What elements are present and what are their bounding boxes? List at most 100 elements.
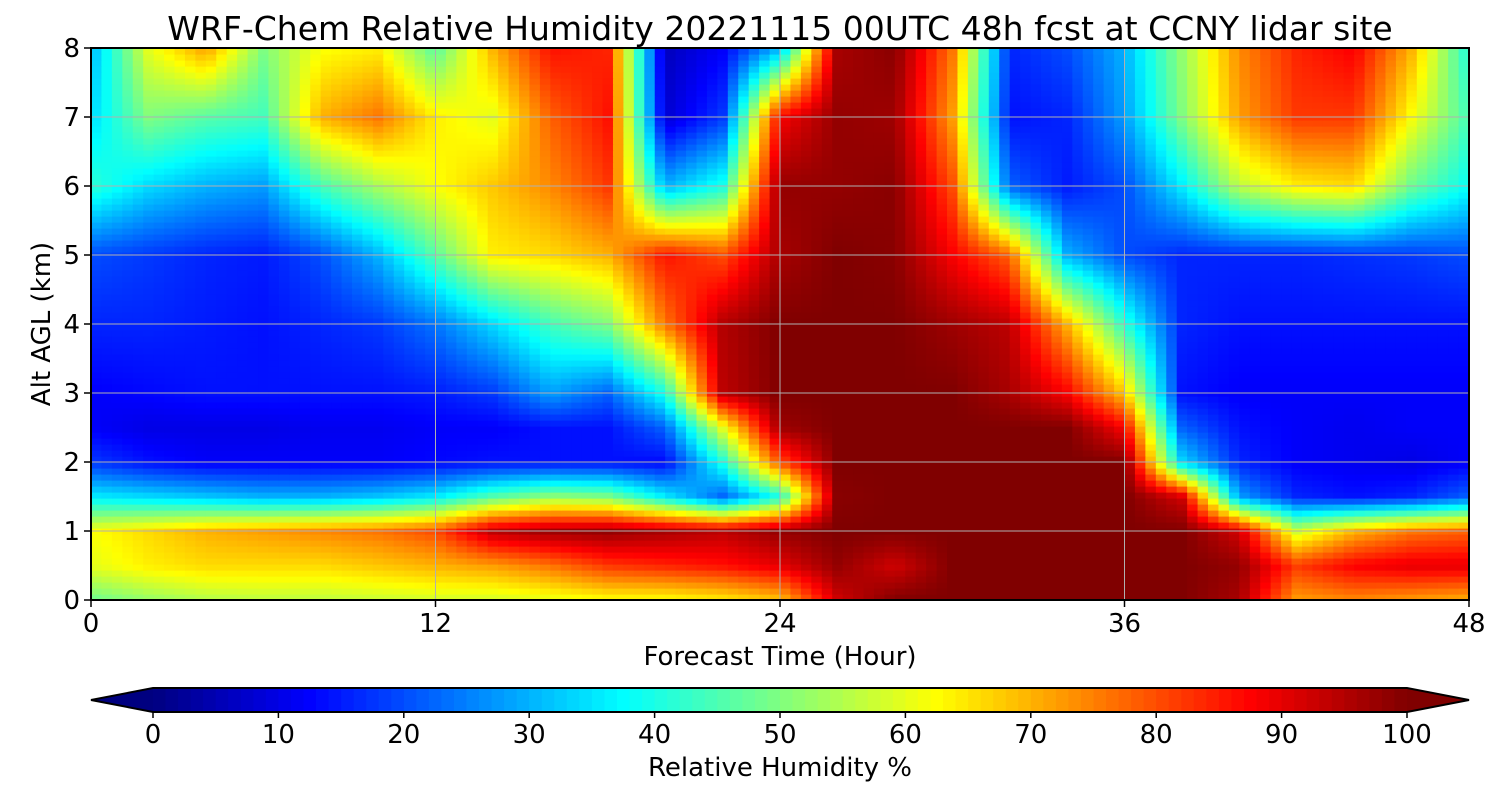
heatmap-cell: [289, 552, 301, 559]
heatmap-cell: [1301, 450, 1314, 457]
heatmap-cell: [759, 444, 771, 451]
heatmap-cell: [1218, 396, 1230, 403]
heatmap-cell: [268, 414, 280, 421]
heatmap-cell: [1375, 444, 1387, 451]
heatmap-cell: [863, 582, 875, 589]
heatmap-cell: [341, 402, 353, 409]
heatmap-cell: [842, 414, 854, 421]
heatmap-cell: [278, 402, 290, 409]
heatmap-cell: [894, 426, 906, 433]
heatmap-cell: [967, 456, 979, 463]
heatmap-cell: [623, 372, 635, 379]
heatmap-cell: [278, 522, 290, 529]
heatmap-cell: [727, 456, 739, 463]
heatmap-cell: [1061, 534, 1073, 541]
heatmap-cell: [759, 468, 771, 475]
heatmap-cell: [644, 420, 656, 427]
heatmap-cell: [905, 414, 917, 421]
heatmap-cell: [529, 498, 541, 505]
heatmap-cell: [1124, 432, 1136, 439]
heatmap-cell: [612, 582, 625, 589]
heatmap-cell: [1009, 576, 1021, 583]
heatmap-cell: [122, 372, 134, 379]
heatmap-cell: [111, 486, 123, 493]
heatmap-cell: [153, 492, 165, 499]
heatmap-cell: [915, 408, 927, 415]
heatmap-cell: [247, 426, 259, 433]
heatmap-cell: [748, 540, 760, 547]
heatmap-cell: [1134, 558, 1146, 565]
heatmap-cell: [1134, 582, 1146, 589]
heatmap-cell: [143, 402, 155, 409]
heatmap-cell: [1416, 486, 1428, 493]
heatmap-cell: [1427, 570, 1439, 577]
heatmap-cell: [91, 372, 103, 379]
heatmap-cell: [143, 594, 155, 601]
heatmap-cell: [769, 378, 781, 385]
heatmap-cell: [519, 408, 531, 415]
heatmap-cell: [717, 516, 729, 523]
heatmap-cell: [1333, 564, 1345, 571]
heatmap-cell: [654, 438, 666, 445]
heatmap-cell: [999, 552, 1011, 559]
heatmap-cell: [832, 594, 844, 601]
heatmap-cell: [101, 546, 113, 553]
heatmap-cell: [1437, 576, 1449, 583]
heatmap-cell: [477, 372, 489, 379]
heatmap-cell: [612, 570, 625, 577]
heatmap-cell: [195, 480, 207, 487]
heatmap-cell: [351, 462, 364, 469]
heatmap-cell: [519, 522, 531, 529]
heatmap-cell: [425, 492, 437, 499]
heatmap-cell: [1458, 378, 1470, 385]
heatmap-cell: [1239, 444, 1251, 451]
heatmap-cell: [519, 564, 531, 571]
heatmap-cell: [1364, 450, 1376, 457]
heatmap-cell: [633, 570, 645, 577]
heatmap-cell: [842, 468, 854, 475]
heatmap-cell: [310, 408, 322, 415]
heatmap-cell: [1312, 552, 1324, 559]
heatmap-cell: [153, 510, 165, 517]
heatmap-cell: [644, 540, 656, 547]
heatmap-cell: [1155, 564, 1167, 571]
heatmap-cell: [91, 474, 103, 481]
heatmap-cell: [759, 396, 771, 403]
heatmap-cell: [633, 480, 645, 487]
heatmap-cell: [1333, 504, 1345, 511]
heatmap-cell: [1375, 450, 1387, 457]
heatmap-cell: [132, 462, 144, 469]
heatmap-cell: [926, 588, 938, 595]
heatmap-cell: [1040, 588, 1053, 595]
heatmap-cell: [1155, 378, 1167, 385]
heatmap-cell: [278, 576, 290, 583]
heatmap-cell: [675, 576, 687, 583]
heatmap-cell: [1103, 534, 1115, 541]
heatmap-cell: [644, 438, 656, 445]
heatmap-cell: [477, 546, 489, 553]
heatmap-cell: [884, 588, 896, 595]
heatmap-cell: [1354, 594, 1366, 601]
heatmap-cell: [800, 588, 812, 595]
heatmap-cell: [383, 516, 395, 523]
heatmap-cell: [999, 588, 1011, 595]
heatmap-cell: [1291, 426, 1303, 433]
heatmap-cell: [665, 588, 677, 595]
heatmap-cell: [1322, 480, 1334, 487]
heatmap-cell: [1239, 372, 1251, 379]
heatmap-cell: [164, 498, 176, 505]
heatmap-cell: [195, 426, 207, 433]
heatmap-cell: [1145, 444, 1157, 451]
heatmap-cell: [612, 486, 625, 493]
heatmap-cell: [800, 426, 812, 433]
heatmap-cell: [790, 570, 802, 577]
heatmap-cell: [738, 384, 750, 391]
heatmap-cell: [633, 516, 645, 523]
heatmap-cell: [425, 564, 437, 571]
heatmap-cell: [289, 540, 301, 547]
heatmap-cell: [853, 402, 865, 409]
heatmap-cell: [331, 552, 343, 559]
heatmap-cell: [999, 558, 1011, 565]
heatmap-cell: [226, 456, 238, 463]
heatmap-cell: [1249, 522, 1261, 529]
